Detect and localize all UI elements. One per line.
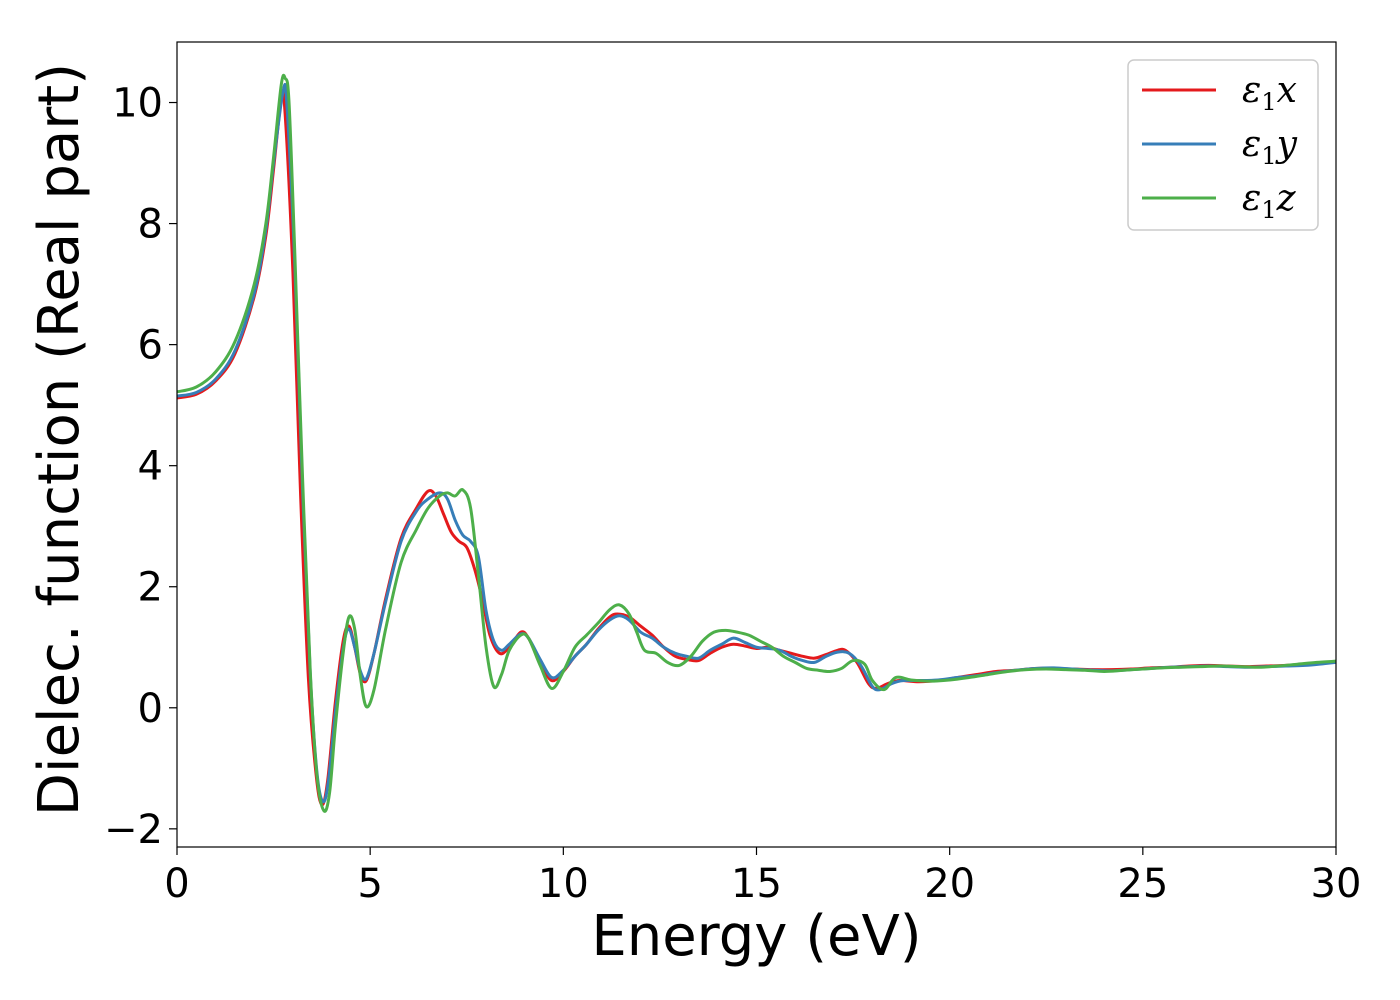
x-tick-label: 5 [357, 861, 382, 907]
legend: ε1x ε1y ε1z [1127, 59, 1319, 231]
y-tick-label: 8 [138, 202, 163, 248]
legend-label-y: ε1y [1242, 124, 1298, 170]
y-axis-label: Dielec. function (Real part) [27, 63, 92, 816]
series-line-z [177, 73, 1336, 813]
y-tick-label: 10 [112, 81, 163, 127]
x-tick-label: 0 [164, 861, 189, 907]
x-tick-label: 25 [1117, 861, 1168, 907]
y-tick-label: 4 [138, 444, 163, 490]
y-tick-label: 0 [138, 686, 163, 732]
x-tick-label: 30 [1311, 861, 1362, 907]
x-tick-label: 10 [538, 861, 589, 907]
legend-label-z: ε1z [1242, 178, 1297, 224]
y-tick-label: 2 [138, 565, 163, 611]
labels-layer: Energy (eV) Dielec. function (Real part) [27, 63, 922, 969]
series-layer [177, 73, 1336, 813]
x-tick-label: 20 [924, 861, 975, 907]
y-tick-label: −2 [104, 807, 163, 853]
legend-box [1127, 59, 1319, 231]
x-axis-label: Energy (eV) [591, 904, 921, 969]
legend-label-x: ε1x [1242, 70, 1297, 116]
y-tick-label: 6 [138, 323, 163, 369]
x-tick-label: 15 [731, 861, 782, 907]
